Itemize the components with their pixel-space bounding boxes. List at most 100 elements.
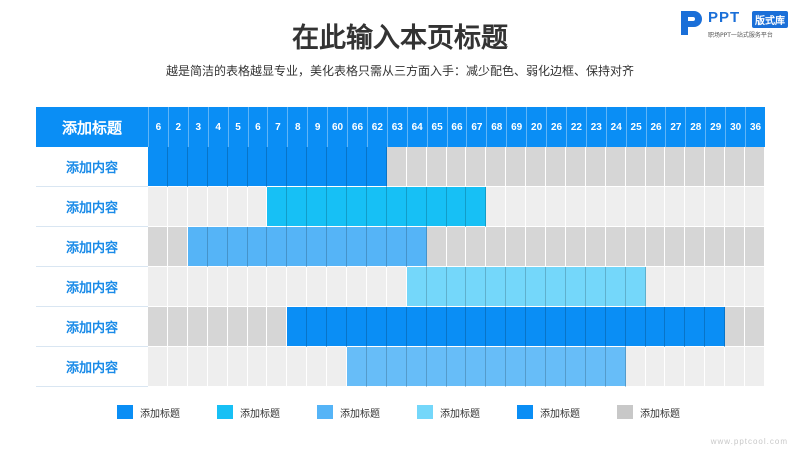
gantt-bar-cell — [327, 187, 348, 227]
gantt-empty-cell — [605, 147, 626, 187]
row-label: 添加内容 — [36, 307, 148, 347]
gantt-empty-cell — [645, 347, 666, 387]
gantt-empty-cell — [665, 227, 686, 267]
logo-badge: 版式库 — [752, 11, 788, 28]
gantt-bar-cell — [446, 347, 467, 387]
column-header: 36 — [745, 107, 765, 147]
gantt-empty-cell — [386, 267, 407, 307]
legend-label: 添加标题 — [640, 408, 680, 420]
gantt-bar-cell — [307, 227, 328, 267]
gantt-empty-cell — [665, 267, 686, 307]
gantt-empty-cell — [565, 187, 586, 227]
gantt-empty-cell — [585, 187, 606, 227]
gantt-bar-cell — [287, 227, 308, 267]
gantt-empty-cell — [267, 307, 288, 347]
gantt-bar-cell — [585, 267, 606, 307]
column-header: 26 — [645, 107, 666, 147]
gantt-bar-cell — [287, 147, 308, 187]
gantt-bar-cell — [406, 347, 427, 387]
row-label: 添加内容 — [36, 187, 148, 227]
gantt-bar-cell — [267, 147, 288, 187]
gantt-empty-cell — [725, 147, 746, 187]
gantt-bar-cell — [406, 307, 427, 347]
gantt-empty-cell — [526, 187, 547, 227]
legend-item: 添加标题 — [517, 404, 580, 420]
gantt-empty-cell — [685, 347, 706, 387]
column-header: 9 — [307, 107, 328, 147]
gantt-empty-cell — [227, 267, 248, 307]
gantt-empty-cell — [287, 267, 308, 307]
gantt-empty-cell — [167, 347, 188, 387]
gantt-bar-cell — [446, 187, 467, 227]
gantt-bar-cell — [506, 307, 527, 347]
gantt-empty-cell — [466, 147, 487, 187]
gantt-empty-cell — [745, 347, 765, 387]
gantt-empty-cell — [506, 147, 527, 187]
gantt-bar-cell — [327, 227, 348, 267]
column-header: 30 — [725, 107, 746, 147]
row-label: 添加内容 — [36, 147, 148, 187]
gantt-bar-cell — [307, 187, 328, 227]
gantt-empty-cell — [207, 187, 228, 227]
column-header: 6 — [247, 107, 268, 147]
gantt-bar-cell — [406, 227, 427, 267]
gantt-empty-cell — [446, 147, 467, 187]
gantt-bar-cell — [307, 307, 328, 347]
gantt-bar-cell — [546, 267, 566, 307]
row-label: 添加内容 — [36, 267, 148, 307]
gantt-empty-cell — [307, 267, 328, 307]
gantt-bar-cell — [386, 227, 407, 267]
column-header: 2 — [167, 107, 188, 147]
gantt-bar-cell — [366, 227, 387, 267]
gantt-bar-cell — [386, 187, 407, 227]
gantt-empty-cell — [645, 187, 666, 227]
column-header: 8 — [287, 107, 308, 147]
legend-item: 添加标题 — [217, 404, 280, 420]
gantt-bar-cell — [347, 307, 367, 347]
gantt-bar-cell — [187, 227, 208, 267]
gantt-bar-cell — [406, 267, 427, 307]
gantt-bar-cell — [267, 187, 288, 227]
gantt-bar-cell — [287, 307, 308, 347]
gantt-empty-cell — [446, 227, 467, 267]
gantt-empty-cell — [287, 347, 308, 387]
gantt-empty-cell — [148, 187, 168, 227]
column-header: 66 — [347, 107, 367, 147]
gantt-empty-cell — [207, 307, 228, 347]
column-header: 28 — [685, 107, 706, 147]
watermark: www.pptcool.com — [710, 437, 788, 446]
gantt-bar-cell — [327, 147, 348, 187]
gantt-empty-cell — [506, 187, 527, 227]
column-header: 24 — [605, 107, 626, 147]
gantt-empty-cell — [685, 187, 706, 227]
column-header: 25 — [625, 107, 646, 147]
gantt-empty-cell — [327, 267, 348, 307]
gantt-bar-cell — [605, 347, 626, 387]
gantt-empty-cell — [625, 347, 646, 387]
gantt-bar-cell — [466, 267, 487, 307]
gantt-empty-cell — [187, 267, 208, 307]
legend-swatch — [117, 405, 133, 419]
gantt-empty-cell — [148, 347, 168, 387]
gantt-empty-cell — [207, 267, 228, 307]
brand-logo: PPT 版式库 职场PPT一站式服务平台 — [678, 8, 794, 40]
gantt-empty-cell — [148, 267, 168, 307]
gantt-empty-cell — [745, 307, 765, 347]
gantt-bar-cell — [565, 267, 586, 307]
gantt-empty-cell — [148, 227, 168, 267]
gantt-empty-cell — [645, 267, 666, 307]
gantt-empty-cell — [665, 187, 686, 227]
gantt-empty-cell — [546, 227, 566, 267]
gantt-empty-cell — [565, 227, 586, 267]
logo-brand-text: PPT — [708, 9, 741, 26]
column-header: 20 — [526, 107, 547, 147]
gantt-bar-cell — [506, 267, 527, 307]
legend-swatch — [417, 405, 433, 419]
gantt-empty-cell — [565, 147, 586, 187]
logo-tagline: 职场PPT一站式服务平台 — [708, 32, 773, 39]
gantt-bar-cell — [565, 307, 586, 347]
gantt-bar-cell — [347, 347, 367, 387]
column-header: 60 — [327, 107, 348, 147]
legend-item: 添加标题 — [617, 404, 680, 420]
legend-swatch — [317, 405, 333, 419]
